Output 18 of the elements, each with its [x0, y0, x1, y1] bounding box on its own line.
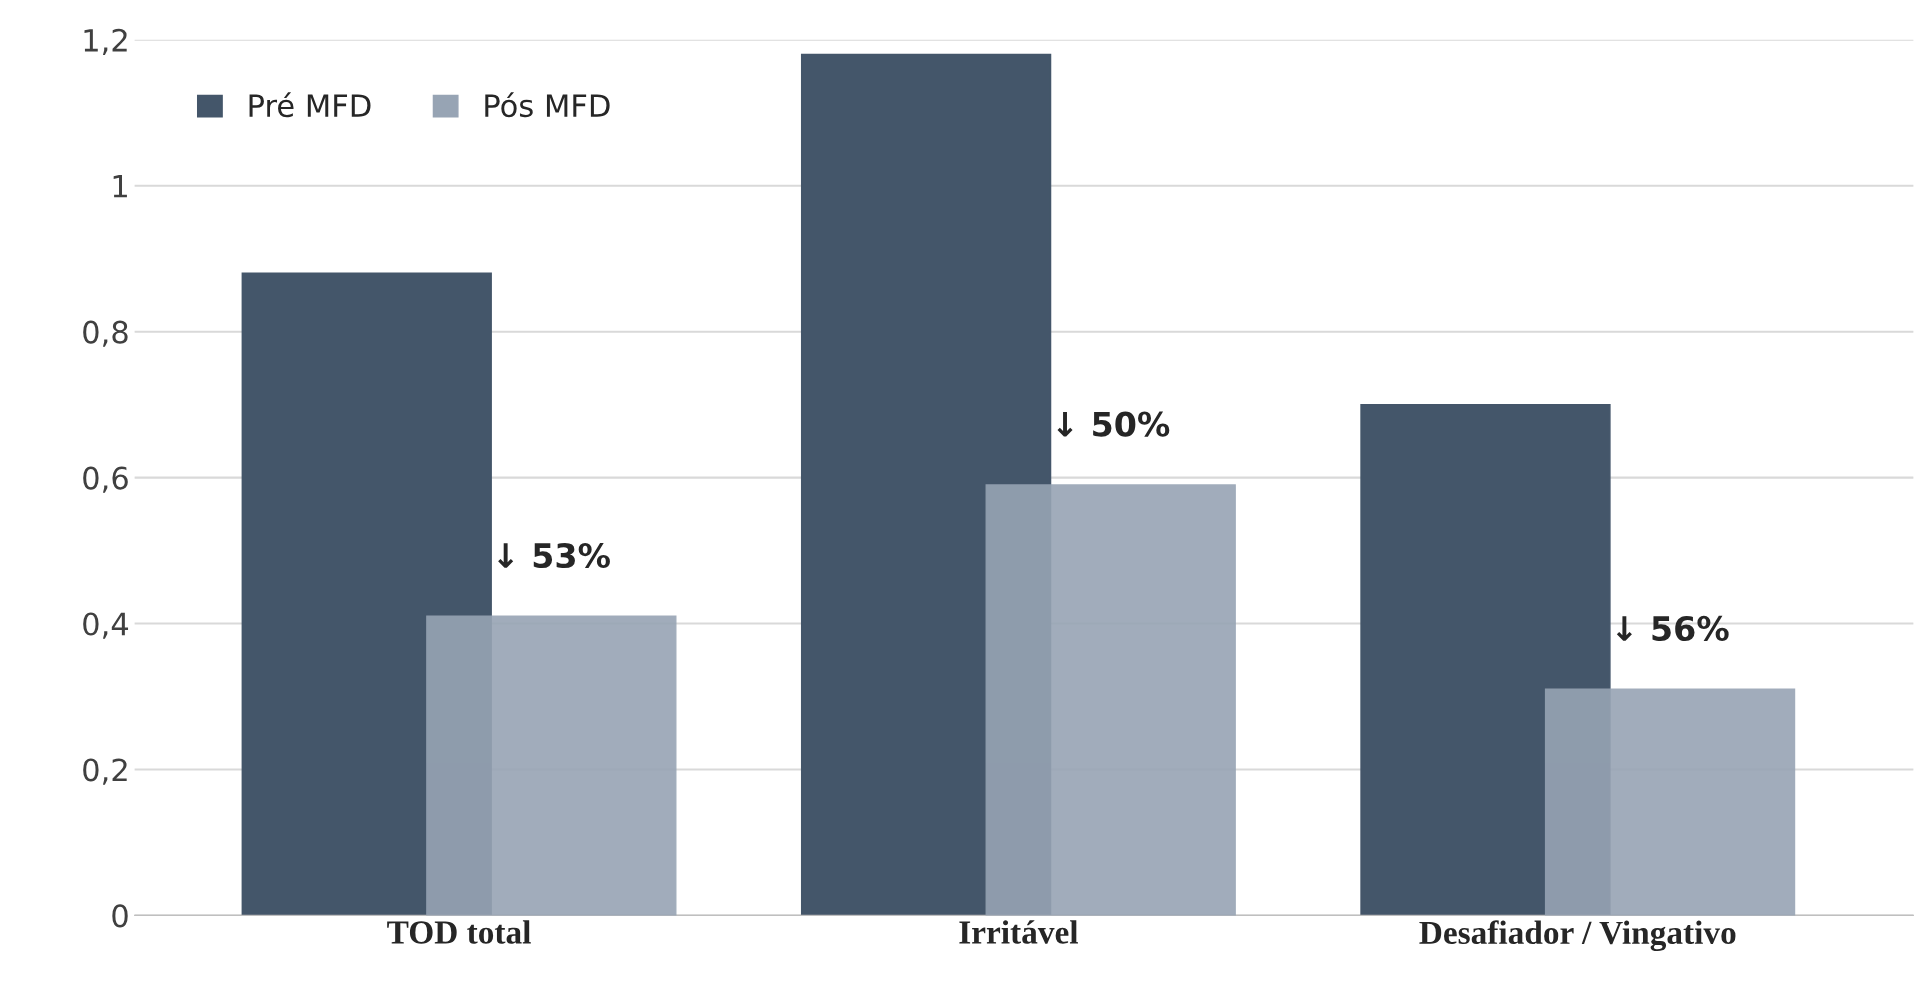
annotation: ↓ 53% [498, 542, 610, 569]
y-tick-label: 1 [113, 175, 127, 198]
bar [985, 484, 1236, 916]
bar [1544, 688, 1796, 916]
legend-label: Pós MFD [485, 92, 610, 118]
y-tick-label: 0,8 [83, 320, 128, 347]
annotation: ↓ 56% [1616, 615, 1729, 642]
y-tick-label: 1,2 [84, 28, 127, 55]
y-tick-label: 0,2 [83, 758, 127, 785]
bar [426, 615, 677, 916]
x-tick-label: Irritável [959, 920, 1078, 944]
legend-label: Pré MFD [249, 92, 371, 118]
x-tick-label: TOD total [387, 920, 531, 944]
y-tick-label: 0,6 [83, 466, 128, 493]
y-tick-label: 0,4 [83, 612, 129, 639]
annotation: ↓ 50% [1057, 411, 1170, 437]
y-tick-label: 0 [112, 904, 128, 928]
x-tick-label: Desafiador / Vingativo [1419, 920, 1736, 952]
